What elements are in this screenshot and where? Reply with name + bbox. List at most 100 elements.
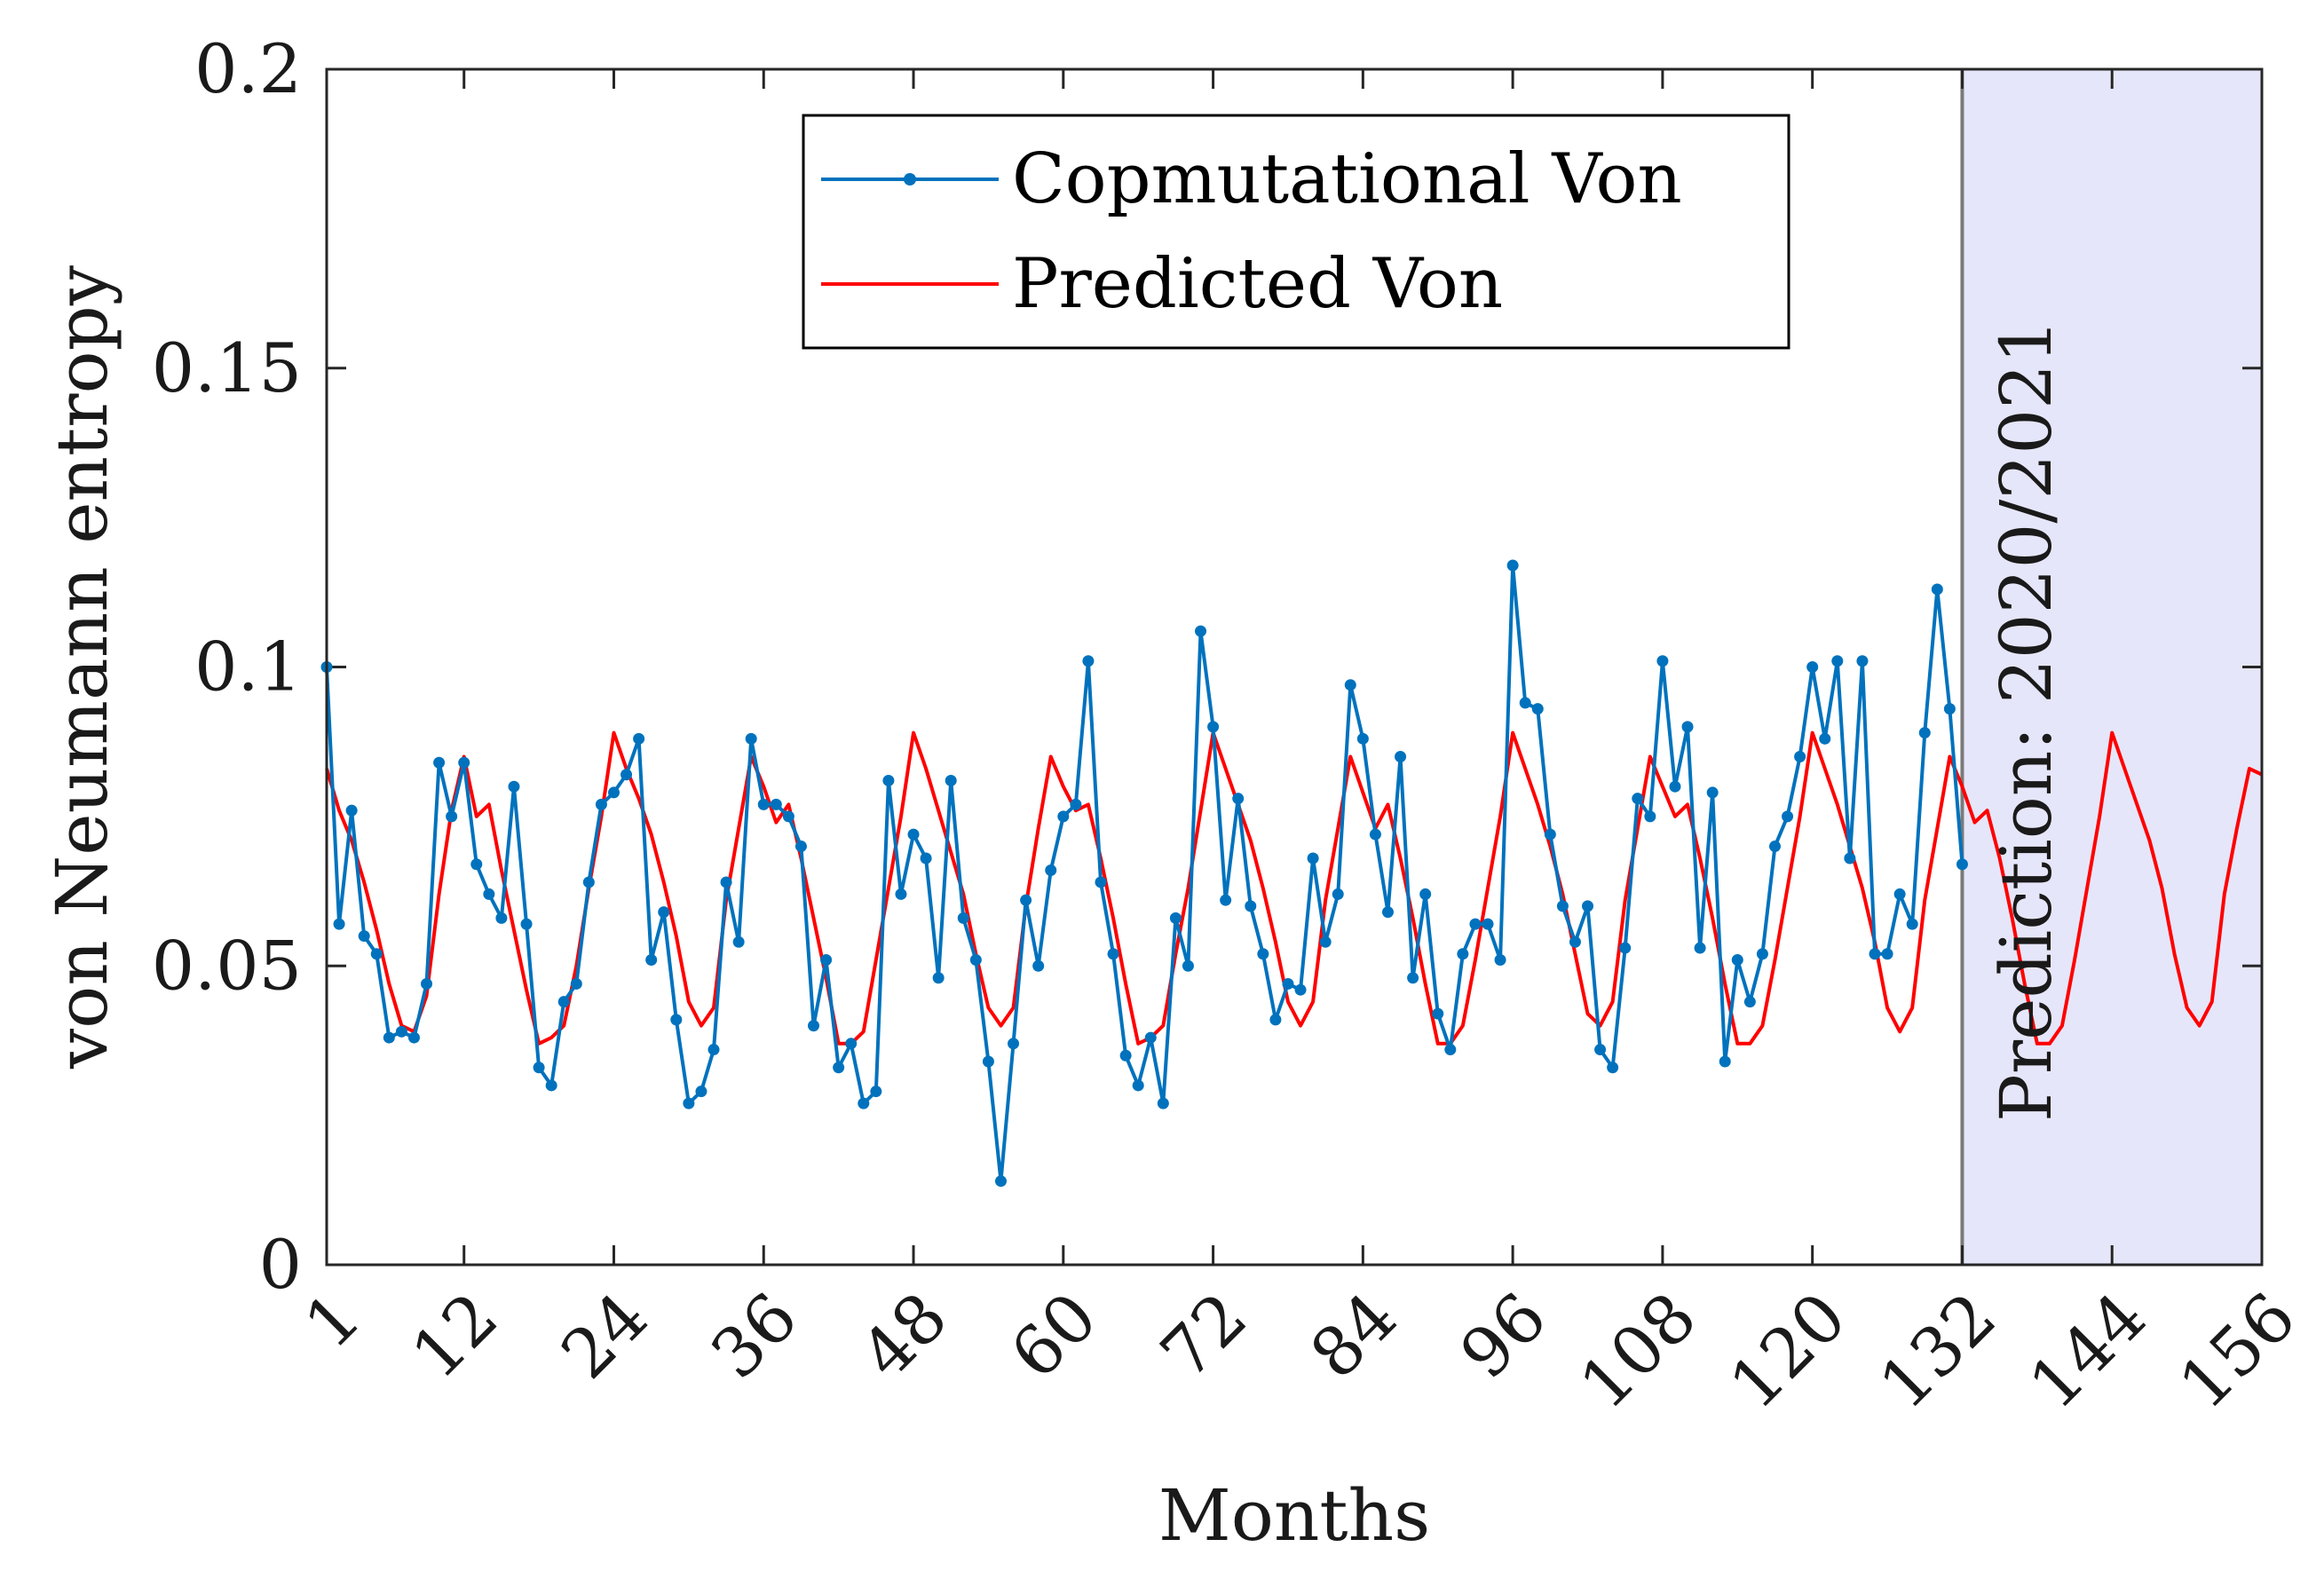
y-tick-label: 0.15	[152, 328, 302, 407]
data-point-computational	[1918, 727, 1931, 739]
data-point-computational	[1494, 954, 1506, 967]
data-point-computational	[1719, 1055, 1731, 1068]
data-point-computational	[1032, 959, 1045, 972]
data-point-computational	[1694, 942, 1706, 954]
data-point-computational	[545, 1079, 557, 1092]
plot-area	[320, 559, 2263, 1188]
legend-label-computational: Copmutational Von	[1012, 139, 1682, 219]
data-point-computational	[1144, 1031, 1157, 1044]
data-point-computational	[1070, 798, 1082, 810]
data-point-computational	[994, 1175, 1007, 1188]
data-point-computational	[882, 774, 895, 786]
prediction-region-label: Prediction: 2020/2021	[1985, 319, 2067, 1122]
data-point-computational	[932, 972, 945, 984]
data-point-computational	[1681, 721, 1694, 733]
data-point-computational	[907, 828, 920, 841]
data-point-computational	[1656, 655, 1669, 667]
data-point-computational	[1444, 1044, 1457, 1056]
data-point-computational	[582, 876, 595, 888]
data-point-computational	[508, 780, 520, 793]
data-point-computational	[520, 918, 533, 930]
data-point-computational	[1893, 888, 1906, 900]
legend: Copmutational Von Predicted Von	[802, 114, 1790, 350]
data-point-computational	[1819, 732, 1831, 745]
data-point-computational	[595, 798, 607, 810]
data-point-computational	[870, 1085, 882, 1098]
data-point-computational	[1381, 906, 1394, 919]
data-point-computational	[1182, 959, 1194, 972]
data-point-computational	[695, 1085, 707, 1098]
data-point-computational	[395, 1025, 407, 1038]
data-point-computational	[833, 1062, 845, 1074]
data-point-computational	[1706, 786, 1719, 799]
data-point-computational	[1407, 972, 1419, 984]
data-point-computational	[333, 918, 345, 930]
data-point-computational	[1344, 679, 1356, 691]
data-point-computational	[1931, 583, 1943, 596]
data-point-computational	[770, 798, 782, 810]
data-point-computational	[1743, 996, 1756, 1008]
data-point-computational	[1956, 858, 1968, 871]
data-point-computational	[345, 804, 358, 817]
y-axis-title: von Neumann entropy	[41, 265, 123, 1070]
data-point-computational	[645, 954, 658, 967]
data-point-computational	[1432, 1007, 1444, 1020]
data-point-computational	[607, 786, 620, 799]
data-point-computational	[895, 888, 907, 900]
data-point-computational	[1856, 655, 1869, 667]
data-point-computational	[421, 977, 433, 990]
data-point-computational	[820, 954, 833, 967]
data-point-computational	[1731, 954, 1743, 967]
data-point-computational	[1319, 935, 1332, 948]
data-point-computational	[1531, 703, 1544, 715]
data-point-computational	[720, 876, 732, 888]
data-point-computational	[1232, 793, 1245, 805]
y-tick-label: 0.05	[152, 926, 302, 1005]
data-point-computational	[658, 906, 670, 919]
data-point-computational	[383, 1031, 395, 1044]
data-point-computational	[1269, 1014, 1282, 1026]
data-point-computational	[1245, 900, 1257, 912]
data-point-computational	[621, 769, 633, 781]
data-point-computational	[1831, 655, 1844, 667]
data-point-computational	[1157, 1097, 1169, 1109]
series-line-computational	[325, 564, 1964, 1183]
data-point-computational	[1356, 732, 1369, 745]
data-point-computational	[794, 841, 807, 853]
data-point-computational	[1294, 983, 1307, 996]
data-point-computational	[446, 810, 458, 823]
data-point-computational	[1020, 894, 1032, 906]
data-point-computational	[1544, 828, 1556, 841]
data-point-computational	[1632, 793, 1644, 805]
data-point-computational	[358, 930, 370, 943]
data-point-computational	[1132, 1079, 1144, 1092]
data-point-computational	[1419, 888, 1432, 900]
legend-box	[802, 114, 1790, 350]
data-point-computational	[557, 996, 570, 1008]
data-point-computational	[1869, 948, 1881, 960]
data-point-computational	[1282, 977, 1294, 990]
data-point-computational	[1768, 841, 1781, 853]
data-point-computational	[1556, 900, 1569, 912]
data-point-computational	[982, 1055, 994, 1068]
data-point-computational	[458, 756, 470, 769]
series-line-predicted	[325, 730, 2263, 1046]
data-point-computational	[1782, 810, 1794, 823]
data-point-computational	[1457, 948, 1469, 960]
data-point-computational	[1045, 864, 1057, 876]
legend-marker-computational	[904, 173, 916, 186]
data-point-computational	[1607, 1062, 1619, 1074]
data-point-computational	[633, 732, 645, 745]
data-point-computational	[732, 935, 745, 948]
data-point-computational	[1619, 942, 1632, 954]
data-point-computational	[707, 1044, 720, 1056]
prediction-region	[1962, 69, 2262, 1265]
data-point-computational	[1220, 894, 1232, 906]
data-point-computational	[1906, 918, 1918, 930]
data-point-computational	[782, 810, 794, 823]
data-point-computational	[969, 954, 982, 967]
data-point-computational	[845, 1038, 858, 1050]
legend-label-predicted: Predicted Von	[1012, 244, 1503, 324]
data-point-computational	[433, 756, 446, 769]
data-point-computational	[945, 774, 957, 786]
